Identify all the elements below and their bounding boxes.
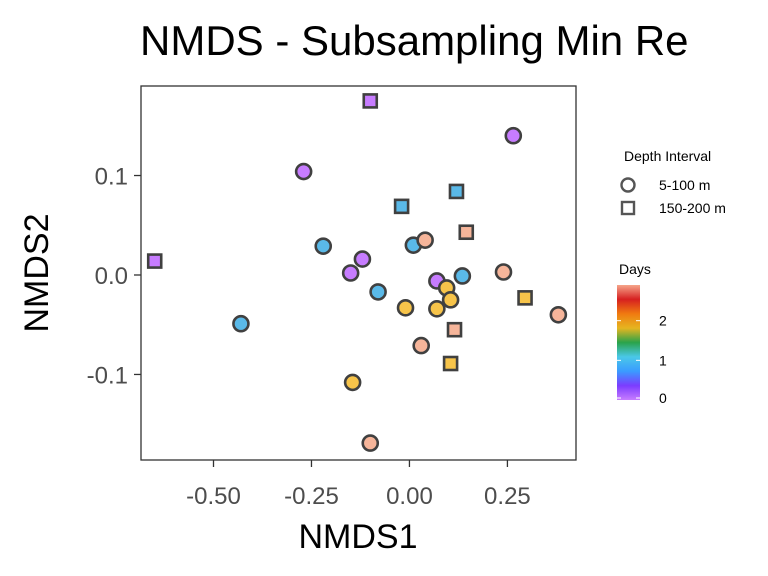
data-point-square — [446, 321, 463, 338]
data-point-circle — [353, 250, 372, 268]
data-point-square — [442, 355, 459, 372]
data-point-circle — [232, 314, 250, 333]
data-point-circle — [369, 283, 387, 301]
data-point-square — [517, 290, 533, 306]
legend-square-key — [620, 200, 636, 216]
data-point-circle — [494, 263, 513, 281]
x-axis-title: NMDS1 — [298, 518, 417, 556]
x-tick-label: -0.25 — [284, 483, 339, 510]
data-point-circle — [441, 291, 460, 309]
data-point-square — [458, 224, 475, 241]
color-legend-tick-label: 1 — [659, 352, 667, 368]
x-tick-label: 0.00 — [386, 483, 433, 510]
x-axis: -0.50 -0.25 0.00 0.25 — [186, 460, 531, 510]
data-point-circle — [396, 299, 415, 317]
color-legend-tick-label: 2 — [659, 313, 667, 329]
data-point-square — [393, 198, 410, 215]
x-tick-label: -0.50 — [186, 483, 241, 510]
data-point-circle — [549, 305, 568, 324]
data-point-square — [448, 183, 465, 200]
color-legend-tick-label: 0 — [659, 390, 667, 406]
shape-legend: Depth Interval 5-100 m 150-200 m — [620, 148, 726, 216]
y-tick-label: 0.1 — [95, 164, 128, 191]
legend-circle-key — [620, 177, 636, 193]
color-legend-title: Days — [619, 261, 651, 277]
shape-legend-label: 150-200 m — [659, 200, 726, 216]
data-point-square — [146, 253, 163, 269]
shape-legend-label: 5-100 m — [659, 177, 710, 193]
data-point-circle — [428, 300, 446, 318]
data-point-circle — [341, 264, 360, 282]
chart-title: NMDS - Subsampling Min Re — [140, 17, 689, 64]
data-point-circle — [361, 434, 380, 452]
color-legend-bar — [617, 285, 640, 400]
data-point-circle — [504, 126, 523, 145]
y-axis: 0.1 0.0 -0.1 — [87, 164, 141, 389]
data-point-circle — [294, 162, 313, 181]
y-tick-label: -0.1 — [87, 362, 128, 389]
x-tick-label: 0.25 — [484, 483, 531, 510]
data-points — [146, 93, 568, 452]
data-point-circle — [412, 336, 431, 355]
data-point-circle — [343, 373, 362, 392]
y-tick-label: 0.0 — [95, 263, 128, 290]
data-point-square — [362, 93, 379, 109]
y-axis-title: NMDS2 — [18, 213, 56, 332]
data-point-circle — [314, 237, 333, 255]
data-point-circle — [453, 267, 472, 285]
data-point-circle — [416, 231, 434, 249]
color-legend: Days 0 1 2 — [617, 261, 667, 406]
shape-legend-title: Depth Interval — [624, 148, 711, 164]
